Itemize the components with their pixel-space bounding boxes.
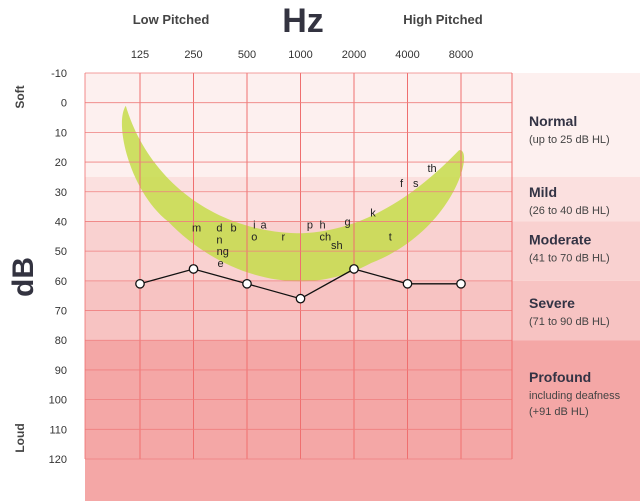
zone-description: (26 to 40 dB HL) [529, 205, 610, 217]
x-tick-label: 4000 [395, 49, 419, 61]
data-point [188, 264, 199, 274]
phoneme-label: g [345, 216, 351, 228]
phoneme-label: d [216, 222, 222, 234]
phoneme-label: th [427, 163, 436, 175]
zone-description: (up to 25 dB HL) [529, 134, 610, 146]
y-tick-label: 90 [55, 365, 67, 377]
speech-banana [121, 105, 465, 282]
y-tick-label: 40 [55, 216, 67, 228]
phoneme-label: sh [331, 240, 343, 252]
data-point [135, 278, 145, 289]
x-tick-label: 125 [131, 49, 149, 61]
zone-name: Profound [529, 369, 591, 385]
y-bottom-end-label: Loud [13, 423, 27, 452]
phoneme-label: s [413, 178, 419, 190]
speech-banana-layer [121, 105, 465, 282]
phoneme-label: h [319, 219, 325, 231]
y-tick-label: 10 [55, 127, 67, 139]
phoneme-label: r [281, 231, 285, 243]
phoneme-label: n [216, 234, 222, 246]
y-tick-label: 70 [55, 306, 67, 318]
x-tick-label: 8000 [449, 49, 473, 61]
phoneme-label: e [218, 258, 224, 270]
series-layer [135, 264, 466, 304]
y-tick-label: 30 [55, 187, 67, 199]
zone-description: (41 to 70 dB HL) [529, 252, 610, 264]
phoneme-label: k [370, 208, 376, 220]
y-tick-label: 100 [49, 395, 67, 407]
y-tick-labels: -10 0 10 20 30 40 50 60 70 80 90 100 110 120 [49, 68, 67, 466]
hearing-zones [85, 73, 640, 501]
data-point [456, 278, 466, 289]
phoneme-label: t [389, 231, 392, 243]
low-pitched-label: Low Pitched [133, 12, 210, 27]
zone-description: (71 to 90 dB HL) [529, 316, 610, 328]
zone-band-profound [85, 340, 640, 501]
zone-name: Mild [529, 184, 557, 200]
phoneme-label: i [253, 219, 255, 231]
y-tick-label: -10 [51, 68, 67, 80]
zone-band-normal [85, 73, 640, 177]
grid [84, 72, 513, 460]
chart-title: Hz [282, 2, 324, 40]
data-point [295, 293, 306, 304]
y-tick-label: 20 [55, 157, 67, 169]
x-tick-label: 250 [184, 49, 202, 61]
y-tick-label: 0 [61, 98, 67, 110]
x-tick-label: 500 [238, 49, 256, 61]
y-top-end-label: Soft [13, 85, 27, 108]
phoneme-label: f [400, 178, 404, 190]
phoneme-label: m [192, 222, 201, 234]
x-tick-label: 2000 [342, 49, 366, 61]
x-tick-label: 1000 [288, 49, 312, 61]
zone-description: (+91 dB HL) [529, 406, 589, 418]
y-tick-label: 80 [55, 335, 67, 347]
phoneme-label: p [307, 219, 313, 231]
data-point [402, 278, 413, 289]
y-tick-label: 110 [49, 424, 67, 436]
phoneme-label: ng [217, 246, 229, 258]
zone-labels: Normal (up to 25 dB HL) Mild (26 to 40 dB H… [529, 113, 621, 418]
phoneme-label: b [230, 222, 236, 234]
zone-name: Moderate [529, 231, 591, 247]
zone-name: Severe [529, 295, 575, 311]
x-tick-labels: 125 250 500 1000 2000 4000 8000 [131, 49, 473, 61]
data-point [242, 278, 252, 289]
y-tick-label: 120 [49, 454, 67, 466]
phoneme-label: ch [320, 231, 332, 243]
data-point [349, 264, 359, 274]
y-axis-label: dB [7, 257, 40, 297]
high-pitched-label: High Pitched [403, 12, 483, 27]
phoneme-label: a [261, 219, 268, 231]
y-tick-label: 60 [55, 276, 67, 288]
y-tick-label: 50 [55, 246, 67, 258]
zone-name: Normal [529, 113, 577, 129]
phoneme-label: o [251, 231, 257, 243]
zone-description: including deafness [529, 390, 621, 402]
